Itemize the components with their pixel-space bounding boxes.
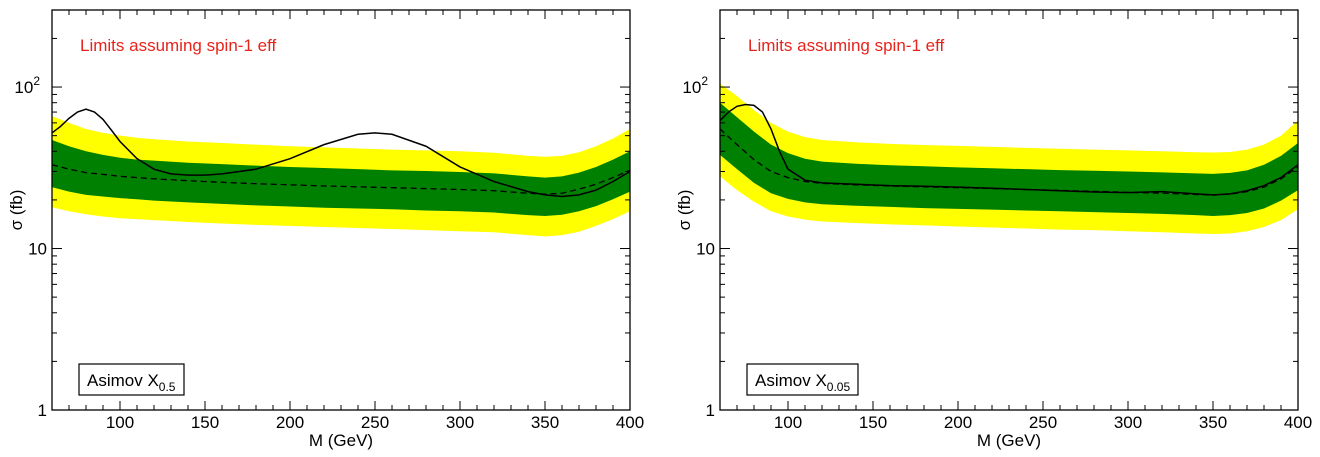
x-axis-title: M (GeV) — [977, 431, 1041, 450]
dataset-label-main: Asimov X — [755, 371, 827, 390]
chart-annotation: Limits assuming spin-1 eff — [80, 36, 276, 55]
y-tick-label: 102 — [14, 74, 40, 97]
y-axis-title: σ (fb) — [675, 190, 694, 231]
observed-limit-line — [52, 108, 630, 198]
x-tick-label: 200 — [944, 413, 972, 432]
band-1sigma — [720, 102, 1298, 216]
x-tick-label: 350 — [531, 413, 559, 432]
dataset-label-subscript: 0.5 — [159, 380, 176, 394]
x-tick-label: 200 — [276, 413, 304, 432]
dataset-label: Asimov X0.05 — [755, 371, 850, 394]
x-tick-label: 400 — [616, 413, 644, 432]
y-tick-exponent: 2 — [33, 74, 40, 88]
y-tick-base: 10 — [28, 240, 47, 259]
y-tick-base: 1 — [38, 401, 47, 420]
x-tick-label: 350 — [1199, 413, 1227, 432]
dataset-label-subscript: 0.05 — [827, 380, 851, 394]
y-tick-label: 10 — [696, 240, 715, 259]
dataset-label-main: Asimov X — [87, 371, 159, 390]
dataset-label-box — [78, 363, 185, 396]
y-axis-title: σ (fb) — [7, 190, 26, 231]
dataset-label: Asimov X0.5 — [87, 371, 176, 394]
y-tick-label: 1 — [38, 401, 47, 420]
x-tick-label: 400 — [1284, 413, 1312, 432]
x-tick-label: 100 — [106, 413, 134, 432]
y-tick-base: 10 — [696, 240, 715, 259]
x-tick-label: 150 — [859, 413, 887, 432]
band-1sigma — [52, 139, 630, 216]
observed-limit-line — [720, 103, 1298, 196]
chart-annotation: Limits assuming spin-1 eff — [748, 36, 944, 55]
expected-limit-line — [52, 164, 630, 195]
x-tick-label: 300 — [446, 413, 474, 432]
x-tick-label: 300 — [1114, 413, 1142, 432]
y-tick-label: 1 — [706, 401, 715, 420]
y-tick-label: 102 — [682, 74, 708, 97]
x-tick-label: 150 — [191, 413, 219, 432]
y-tick-base: 10 — [14, 78, 33, 97]
x-tick-label: 100 — [774, 413, 802, 432]
plot-area — [720, 83, 1298, 235]
x-tick-label: 250 — [1029, 413, 1057, 432]
y-tick-base: 10 — [682, 78, 701, 97]
x-axis-title: M (GeV) — [309, 431, 373, 450]
dataset-label-box — [746, 363, 859, 396]
x-tick-label: 250 — [361, 413, 389, 432]
y-tick-exponent: 2 — [701, 74, 708, 88]
plot-area — [52, 108, 630, 237]
y-tick-label: 10 — [28, 240, 47, 259]
y-tick-base: 1 — [706, 401, 715, 420]
